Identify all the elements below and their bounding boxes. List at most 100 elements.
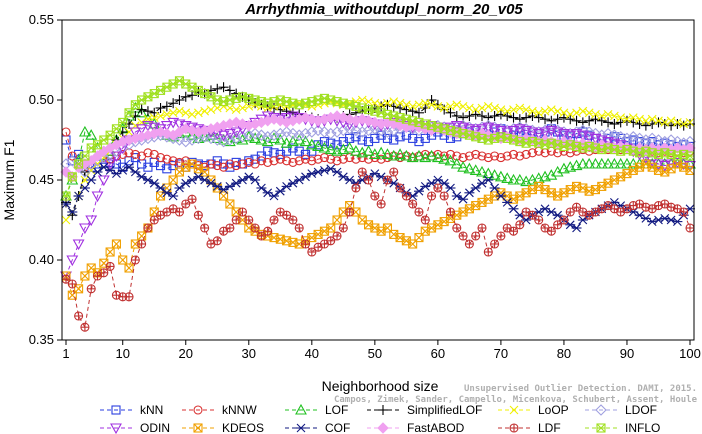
data-point-ldof bbox=[369, 123, 381, 135]
data-point-ldof bbox=[243, 129, 255, 141]
data-point-loop bbox=[490, 103, 499, 113]
data-point-cof bbox=[647, 217, 658, 226]
data-point-lof bbox=[438, 153, 451, 164]
data-point-knnw bbox=[263, 157, 273, 167]
data-point-lof bbox=[595, 157, 608, 169]
data-point-ldf bbox=[332, 231, 342, 241]
data-point-ldof bbox=[387, 124, 400, 137]
data-point-ldf bbox=[237, 207, 248, 217]
data-point-ldof bbox=[545, 123, 558, 135]
legend-item-simplifiedlof: SimplifiedLOF bbox=[367, 403, 482, 417]
data-point-kdeos bbox=[105, 247, 115, 257]
data-point-cof bbox=[124, 162, 135, 172]
data-point-ldf bbox=[515, 220, 525, 230]
data-point-ldf bbox=[527, 210, 537, 220]
data-point-knnw bbox=[319, 153, 329, 163]
data-point-simplifiedlof bbox=[187, 90, 198, 101]
data-point-simplifiedlof bbox=[596, 115, 607, 126]
legend-marker-ldf bbox=[509, 423, 519, 433]
data-point-knn bbox=[143, 162, 153, 172]
data-point-ldof bbox=[249, 127, 261, 140]
data-point-ldof bbox=[179, 135, 192, 148]
data-point-ldof bbox=[173, 134, 186, 146]
legend-item-ldf: LDF bbox=[498, 421, 561, 434]
x-tick-label: 80 bbox=[557, 346, 571, 361]
data-point-knnw bbox=[376, 154, 386, 164]
data-point-cof bbox=[61, 199, 71, 209]
data-point-simplifiedlof bbox=[477, 111, 487, 121]
data-point-kdeos bbox=[414, 233, 424, 243]
data-point-ldof bbox=[255, 129, 268, 141]
data-point-cof bbox=[250, 175, 261, 185]
legend-marker-fastabod bbox=[377, 422, 389, 434]
data-point-ldf bbox=[483, 247, 493, 257]
data-point-lof bbox=[305, 138, 318, 150]
data-point-knn bbox=[130, 153, 140, 163]
data-point-lof bbox=[375, 146, 388, 158]
data-point-ldf bbox=[231, 215, 241, 225]
data-point-cof bbox=[92, 167, 103, 177]
data-point-knn bbox=[300, 149, 311, 159]
data-point-lof bbox=[589, 157, 602, 169]
data-point-ldof bbox=[337, 124, 350, 137]
data-point-knnw bbox=[124, 148, 134, 158]
data-point-knn bbox=[332, 140, 342, 150]
data-point-knnw bbox=[445, 149, 456, 159]
data-point-knn bbox=[256, 151, 266, 161]
data-point-loop bbox=[540, 106, 550, 116]
data-point-ldf bbox=[288, 215, 298, 225]
data-point-ldf bbox=[86, 284, 96, 294]
data-point-loop bbox=[80, 175, 90, 185]
data-point-kdeos bbox=[326, 223, 336, 233]
data-point-odin bbox=[532, 129, 545, 140]
data-point-ldf bbox=[351, 183, 361, 193]
data-point-simplifiedlof bbox=[565, 114, 576, 125]
data-point-cof bbox=[672, 217, 683, 226]
data-point-ldof bbox=[324, 127, 337, 140]
data-point-knn bbox=[225, 162, 235, 172]
data-point-ldof bbox=[66, 155, 79, 167]
data-point-ldf bbox=[193, 210, 203, 220]
data-point-knnw bbox=[345, 153, 355, 163]
data-point-simplifiedlof bbox=[540, 114, 551, 125]
legend-marker-knn bbox=[111, 405, 121, 415]
data-point-knnw bbox=[67, 151, 77, 161]
data-point-cof bbox=[483, 175, 494, 185]
data-point-loop bbox=[609, 111, 619, 121]
data-point-loop bbox=[231, 105, 241, 114]
data-point-simplifiedlof bbox=[584, 115, 595, 126]
data-point-lof bbox=[457, 161, 470, 172]
data-point-cof bbox=[149, 178, 160, 188]
data-point-lof bbox=[488, 169, 501, 180]
data-point-loop bbox=[685, 118, 695, 127]
data-point-ldf bbox=[174, 207, 185, 217]
data-point-ldf bbox=[382, 175, 393, 185]
data-point-ldof bbox=[312, 124, 324, 137]
data-point-knn bbox=[231, 157, 241, 167]
data-point-loop bbox=[175, 106, 184, 116]
data-point-ldf bbox=[565, 207, 575, 217]
data-point-loop bbox=[414, 100, 424, 110]
data-point-ldf bbox=[256, 231, 266, 241]
data-point-simplifiedlof bbox=[552, 114, 563, 125]
data-point-cof bbox=[413, 186, 424, 196]
data-point-lof bbox=[318, 141, 331, 153]
data-point-lof bbox=[324, 143, 337, 155]
data-point-lof bbox=[501, 172, 514, 183]
data-point-ldof bbox=[589, 127, 602, 140]
data-point-inflo bbox=[67, 172, 77, 182]
data-point-simplifiedlof bbox=[533, 112, 544, 123]
data-point-ldf bbox=[408, 199, 418, 209]
data-point-loop bbox=[477, 103, 487, 113]
data-point-ldof bbox=[293, 129, 305, 141]
data-point-simplifiedlof bbox=[521, 112, 532, 123]
data-point-loop bbox=[193, 108, 203, 118]
series-inflo bbox=[61, 76, 695, 201]
data-point-ldf bbox=[282, 210, 292, 220]
legend-item-lof: LOF bbox=[285, 403, 348, 417]
data-point-ldf bbox=[137, 239, 147, 249]
data-point-ldf bbox=[345, 207, 355, 217]
data-point-ldf bbox=[439, 191, 449, 201]
data-point-lof bbox=[394, 148, 406, 159]
